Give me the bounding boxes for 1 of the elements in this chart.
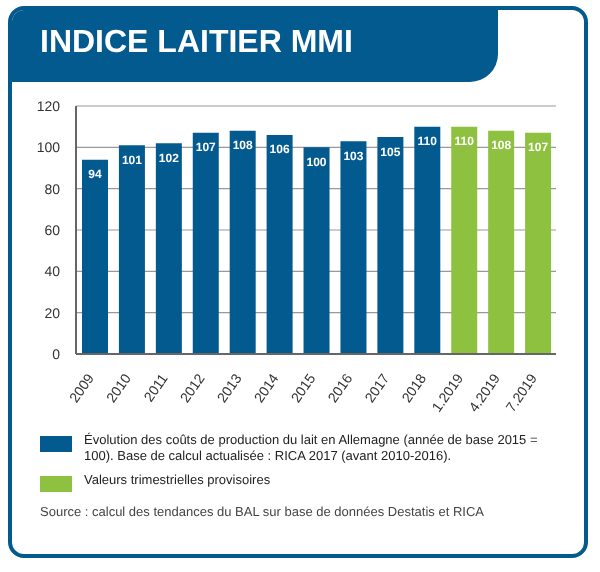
chart-title: INDICE LAITIER MMI — [12, 10, 498, 82]
